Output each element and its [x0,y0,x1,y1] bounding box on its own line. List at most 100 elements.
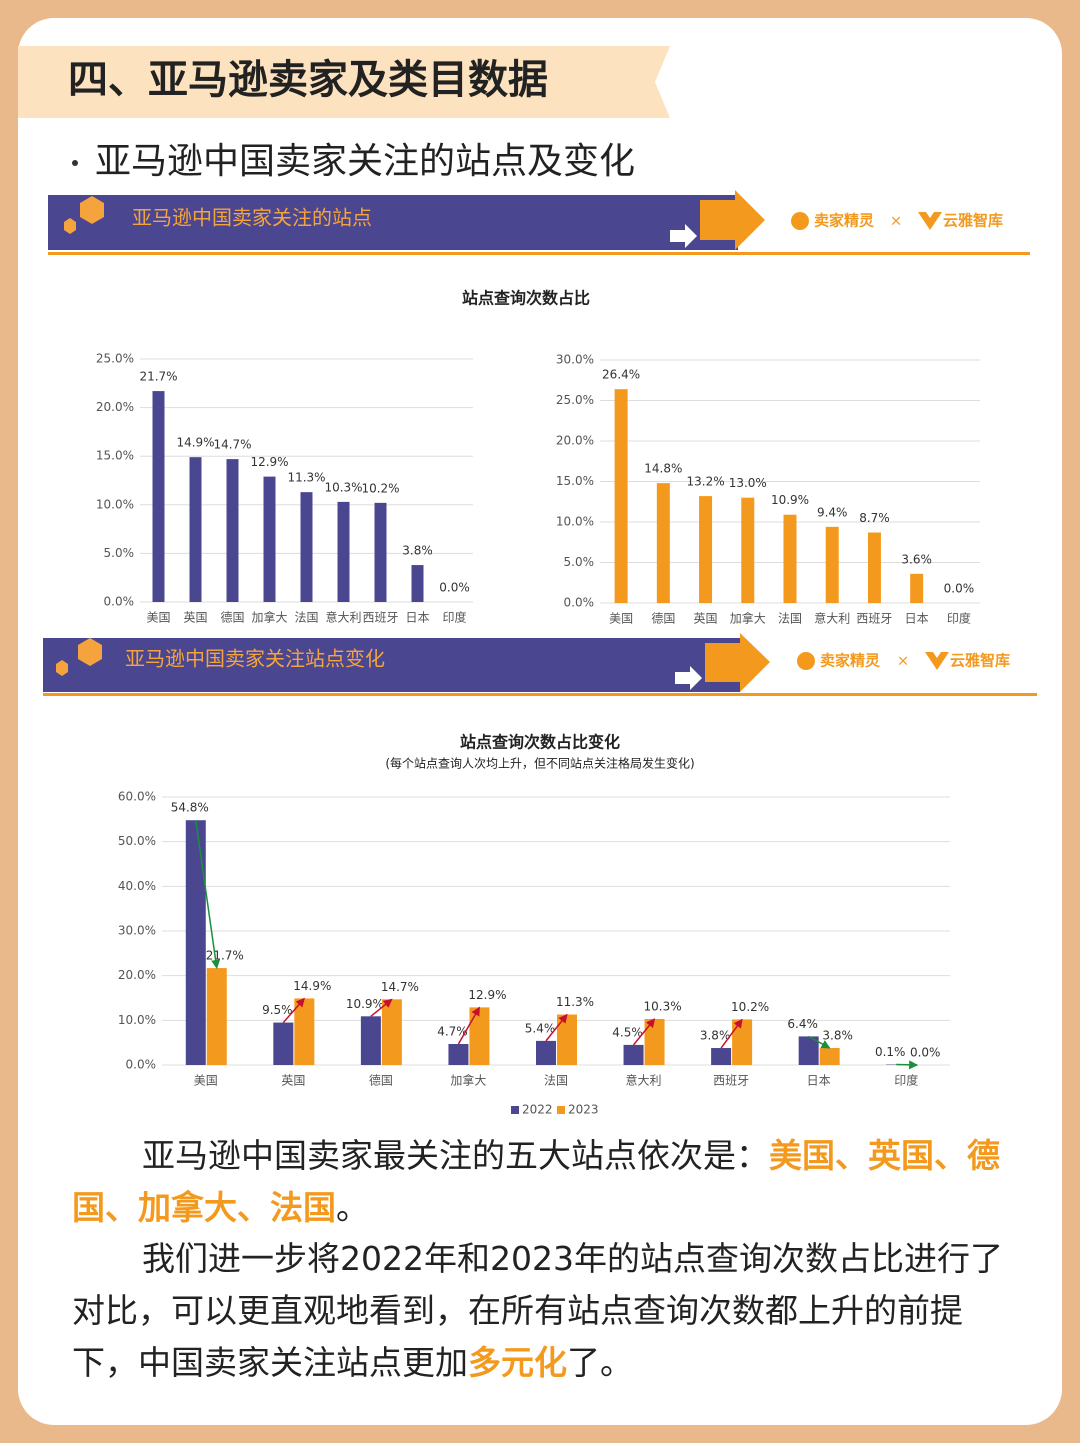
value-label: 10.9% [346,997,384,1011]
change-arrow [545,1013,568,1042]
value-label: 10.3% [643,999,681,1013]
value-label: 26.4% [602,368,640,382]
value-label: 9.4% [817,505,848,519]
x-tick-label: 加拿大 [450,1073,486,1088]
x-tick-label: 德国 [651,611,675,626]
subtitle: 亚马逊中国卖家关注的站点及变化 [95,141,635,182]
text: 了。 [567,1343,633,1382]
x-tick-label: 西班牙 [713,1074,749,1088]
banner-title: 亚马逊中国卖家关注的站点 [132,206,372,230]
value-label: 14.8% [644,462,682,476]
y-tick-label: 10.0% [118,1013,156,1027]
value-label: 5.4% [525,1021,556,1035]
text: 我们进一步将2022年和2023年的站点查询次数占比进行了对比，可以更直观地看到… [72,1239,1003,1382]
value-label: 3.8% [822,1029,853,1043]
bar [374,502,387,602]
value-label: 11.3% [556,995,594,1009]
x-tick-label: 英国 [281,1074,305,1088]
x-tick-label: 德国 [369,1073,393,1088]
x-tick-label: 意大利 [626,1073,662,1088]
value-label: 0.0% [910,1046,941,1060]
x-tick-label: 日本 [905,612,929,626]
chart-title: 站点查询次数占比变化 [460,733,620,752]
chart-title: 站点查询次数占比 [462,289,590,308]
y-tick-label: 20.0% [118,968,156,982]
x-tick-label: 美国 [609,612,633,626]
highlight: 多元化 [468,1343,567,1382]
change-arrow [195,820,221,969]
change-arrow [632,1018,656,1046]
legend-swatch [557,1106,565,1114]
legend-label: 2022 [522,1103,553,1117]
x-tick-label: 德国 [220,610,244,625]
change-arrow [720,1018,743,1049]
bar [189,457,202,602]
x-tick-label: 印度 [894,1073,918,1088]
bar [825,526,839,603]
banner [48,190,1030,255]
y-tick-label: 30.0% [118,924,156,938]
x-tick-label: 印度 [442,610,466,625]
value-label: 4.7% [437,1025,468,1039]
bar [381,999,402,1065]
x-tick-label: 英国 [694,612,718,626]
bar [360,1016,381,1065]
bar [798,1036,819,1065]
bullet [72,160,78,166]
x-tick-label: 美国 [146,611,170,625]
x-tick-label: 美国 [194,1074,218,1088]
value-label: 10.9% [771,493,809,507]
bar [783,514,797,603]
chart-subtitle: (每个站点查询人次均上升，但不同站点关注格局发生变化) [385,756,694,771]
value-label: 12.9% [468,988,506,1002]
bar [273,1022,294,1065]
bar [226,459,239,602]
bar [206,968,227,1065]
highlight: 美国、英国、德国、加拿大、法国 [72,1136,1000,1227]
value-label: 12.9% [250,455,288,469]
change-arrow [282,997,305,1024]
x-tick-label: 日本 [405,611,429,625]
value-label: 14.9% [293,979,331,993]
bar [557,1014,577,1065]
bar [819,1048,840,1065]
value-label: 13.0% [729,476,767,490]
change-arrow [457,1006,481,1045]
value-label: 21.7% [139,370,177,384]
card [18,18,1062,1425]
value-label: 10.2% [731,1000,769,1014]
y-tick-label: 50.0% [118,834,156,848]
bar [656,483,670,603]
x-tick-label: 英国 [183,611,207,625]
legend-swatch [511,1106,519,1114]
bar [732,1019,753,1065]
x-tick-label: 加拿大 [730,611,766,626]
value-label: 3.8% [402,544,433,558]
y-tick-label: 10.0% [96,497,134,511]
value-label: 4.5% [612,1025,643,1039]
bar [448,1044,469,1065]
y-tick-label: 15.0% [556,474,594,488]
value-label: 10.3% [324,480,362,494]
value-label: 3.6% [901,552,932,566]
bar [614,389,628,603]
y-tick-label: 20.0% [96,400,134,414]
value-label: 0.0% [944,582,975,596]
y-tick-label: 40.0% [118,879,156,893]
bar [711,1048,732,1065]
x-tick-label: 法国 [778,612,802,626]
x-tick-label: 加拿大 [251,610,287,625]
x-tick-label: 西班牙 [362,611,398,625]
legend-label: 2023 [568,1103,599,1117]
bar [910,573,924,603]
value-label: 14.7% [381,980,419,994]
brand: 卖家精灵 × 云雅智库 [791,212,1003,230]
x-tick-label: 意大利 [325,610,361,625]
y-tick-label: 5.0% [564,555,595,569]
brand-joiner: × [897,652,910,670]
y-tick-label: 0.0% [104,595,135,609]
y-tick-label: 25.0% [96,352,134,366]
value-label: 10.2% [361,481,399,495]
value-label: 9.5% [262,1003,293,1017]
